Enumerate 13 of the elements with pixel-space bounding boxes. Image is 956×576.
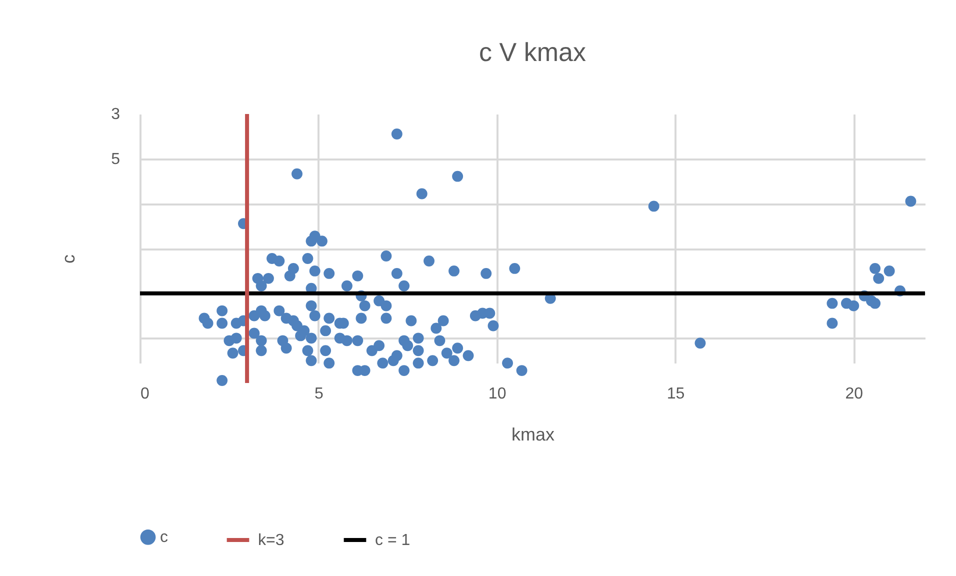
x-tick-label: 15 [666,386,685,402]
x-tick-label: 10 [488,386,506,402]
x-axis-title: kmax [511,424,555,444]
chart-title: c V kmax [479,37,586,67]
y-axis-title: c [58,254,78,264]
x-tick-label: 20 [845,386,864,402]
x-tick-label: 5 [314,386,324,402]
x-tick-label: 0 [140,386,150,402]
legend-label: k=3 [258,532,284,549]
text: 3 [111,106,120,123]
text: 5 [111,150,120,168]
legend-label: c = 1 [375,532,410,549]
legend-label: c [160,529,168,546]
